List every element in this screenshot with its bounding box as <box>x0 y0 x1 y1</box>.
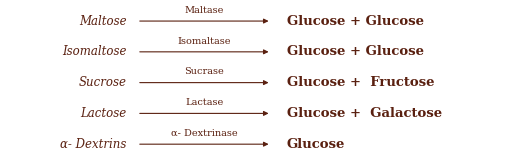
Text: Glucose +  Galactose: Glucose + Galactose <box>287 107 442 120</box>
Text: Glucose + Glucose: Glucose + Glucose <box>287 15 424 28</box>
Text: Maltase: Maltase <box>185 6 224 15</box>
Text: Glucose +  Fructose: Glucose + Fructose <box>287 76 434 89</box>
Text: Sucrose: Sucrose <box>79 76 127 89</box>
Text: Lactose: Lactose <box>81 107 127 120</box>
Text: Lactase: Lactase <box>185 98 223 107</box>
Text: Glucose: Glucose <box>287 138 345 151</box>
Text: Isomaltase: Isomaltase <box>177 37 231 46</box>
Text: Sucrase: Sucrase <box>185 67 224 76</box>
Text: α- Dextrins: α- Dextrins <box>60 138 127 151</box>
Text: α- Dextrinase: α- Dextrinase <box>171 129 237 138</box>
Text: Maltose: Maltose <box>79 15 127 28</box>
Text: Isomaltose: Isomaltose <box>62 45 127 58</box>
Text: Glucose + Glucose: Glucose + Glucose <box>287 45 424 58</box>
